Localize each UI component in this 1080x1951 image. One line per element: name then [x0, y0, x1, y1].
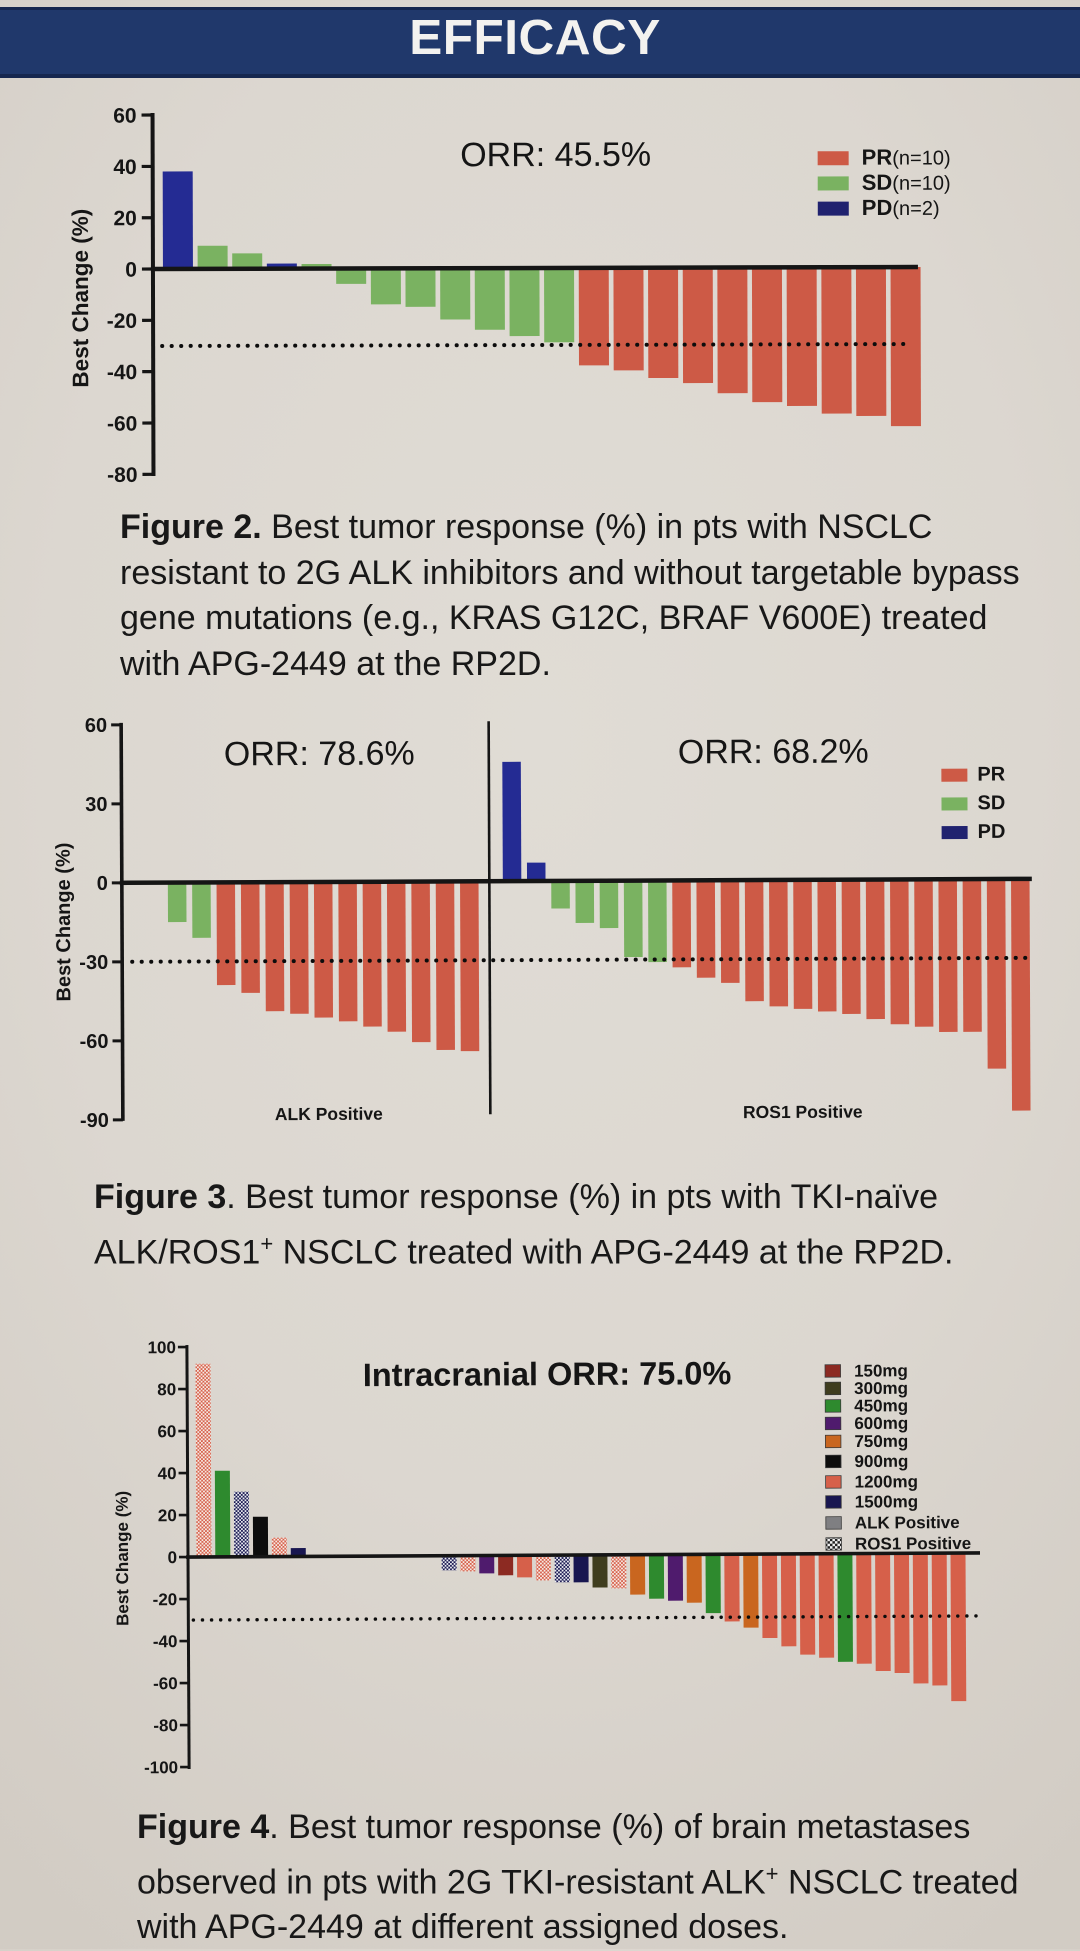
svg-text:450mg: 450mg: [854, 1396, 908, 1415]
svg-text:0: 0: [97, 873, 108, 895]
svg-text:60: 60: [85, 715, 107, 737]
svg-text:-80: -80: [153, 1716, 178, 1735]
svg-text:40: 40: [158, 1464, 177, 1483]
svg-text:ORR: 45.5%: ORR: 45.5%: [460, 136, 651, 174]
svg-text:1200mg: 1200mg: [855, 1472, 918, 1491]
svg-text:60: 60: [113, 105, 136, 128]
svg-text:-20: -20: [107, 310, 137, 333]
svg-text:-40: -40: [153, 1632, 178, 1651]
svg-text:150mg: 150mg: [854, 1361, 908, 1380]
svg-text:ALK Positive: ALK Positive: [275, 1104, 383, 1124]
svg-text:ORR: 78.6%: ORR: 78.6%: [224, 735, 415, 774]
svg-text:-90: -90: [80, 1110, 109, 1132]
svg-text:ALK Positive: ALK Positive: [855, 1513, 960, 1533]
svg-text:Intracranial ORR: 75.0%: Intracranial ORR: 75.0%: [363, 1355, 732, 1393]
svg-text:60: 60: [157, 1422, 176, 1441]
svg-text:-20: -20: [153, 1590, 178, 1609]
svg-text:SD(n=10): SD(n=10): [862, 170, 951, 195]
svg-text:ROS1 Positive: ROS1 Positive: [855, 1534, 971, 1554]
svg-text:0: 0: [125, 259, 137, 282]
svg-text:20: 20: [113, 207, 136, 230]
svg-text:-60: -60: [107, 413, 137, 436]
svg-text:ROS1 Positive: ROS1 Positive: [743, 1102, 863, 1123]
svg-text:0: 0: [167, 1548, 177, 1567]
svg-text:PR: PR: [977, 763, 1005, 785]
svg-text:PR(n=10): PR(n=10): [862, 144, 951, 169]
svg-text:20: 20: [158, 1506, 177, 1525]
svg-text:900mg: 900mg: [854, 1452, 908, 1471]
svg-text:600mg: 600mg: [854, 1414, 908, 1433]
svg-text:-60: -60: [80, 1031, 109, 1053]
svg-text:SD: SD: [977, 792, 1005, 814]
svg-text:Best Change (%): Best Change (%): [53, 843, 76, 1002]
svg-text:40: 40: [113, 156, 136, 179]
svg-text:PD(n=2): PD(n=2): [862, 195, 940, 220]
svg-text:-80: -80: [107, 464, 137, 487]
svg-text:80: 80: [157, 1380, 176, 1399]
svg-text:-40: -40: [107, 361, 137, 384]
svg-text:-30: -30: [79, 952, 108, 974]
svg-text:PD: PD: [978, 821, 1006, 843]
svg-text:-100: -100: [144, 1758, 178, 1777]
svg-text:ORR: 68.2%: ORR: 68.2%: [678, 733, 869, 772]
svg-text:Best Change (%): Best Change (%): [68, 209, 93, 388]
svg-text:100: 100: [147, 1338, 175, 1357]
svg-text:Best Change (%): Best Change (%): [113, 1491, 133, 1626]
svg-text:300mg: 300mg: [854, 1379, 908, 1398]
svg-text:30: 30: [85, 794, 107, 816]
svg-text:750mg: 750mg: [854, 1432, 908, 1451]
svg-text:-60: -60: [153, 1674, 178, 1693]
svg-text:1500mg: 1500mg: [855, 1492, 918, 1511]
